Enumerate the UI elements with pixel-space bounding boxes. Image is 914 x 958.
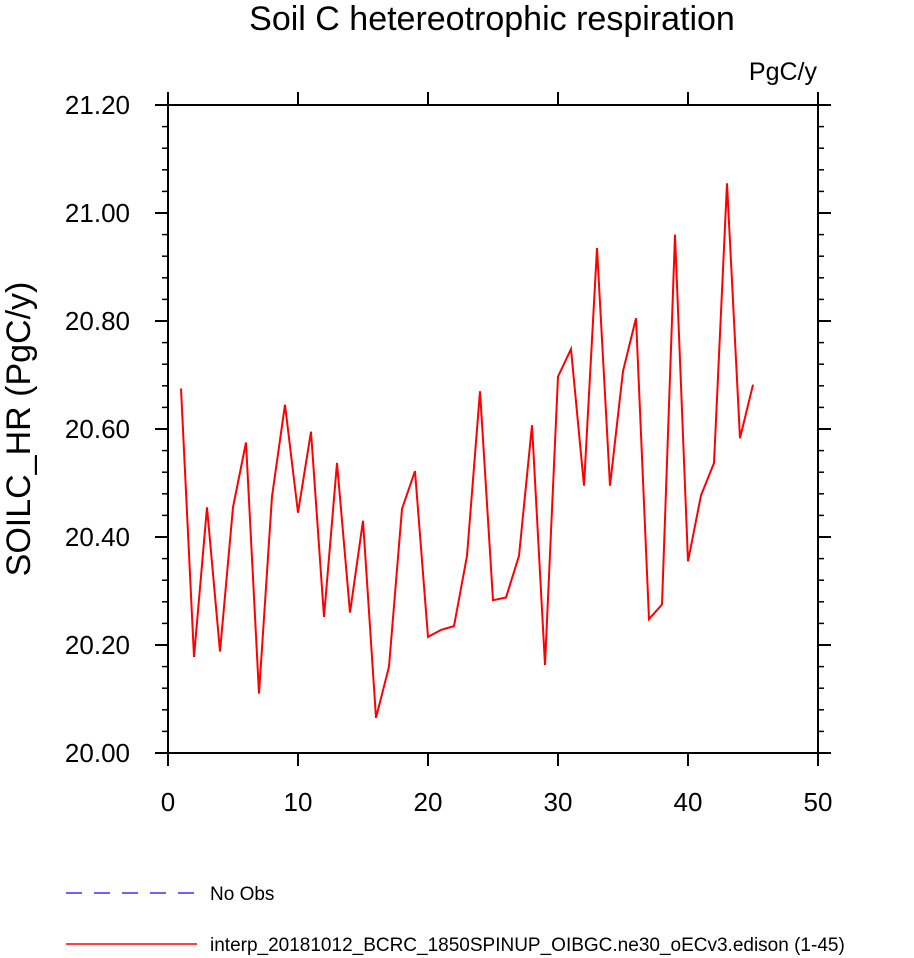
legend: No Obs interp_20181012_BCRC_1850SPINUP_OI…: [66, 884, 845, 956]
legend-entry-label: No Obs: [210, 884, 274, 905]
x-tick-label: 0: [161, 787, 175, 817]
y-axis-label: SOILC_HR (PgC/y): [0, 282, 38, 577]
axis-ticks: [155, 92, 831, 766]
y-tick-label: 21.20: [65, 90, 130, 120]
y-tick-label: 20.40: [65, 522, 130, 552]
y-tick-label: 21.00: [65, 198, 130, 228]
data-series: [180, 183, 754, 719]
x-tick-label: 10: [284, 787, 313, 817]
y-tick-label: 20.80: [65, 306, 130, 336]
y-tick-label: 20.60: [65, 414, 130, 444]
x-tick-label: 50: [804, 787, 833, 817]
plot-frame: [167, 104, 819, 754]
series-line: [180, 183, 754, 719]
x-tick-label: 40: [674, 787, 703, 817]
chart-title: Soil C hetereotrophic respiration: [249, 0, 735, 38]
units-label: PgC/y: [749, 58, 818, 86]
x-tick-label: 20: [414, 787, 443, 817]
x-tick-label: 30: [544, 787, 573, 817]
axis-tick-labels: 0 10 20 30 40 50 20.00 20.20 20.40 20.60 20.80 21.0…: [65, 90, 833, 817]
y-tick-label: 20.20: [65, 630, 130, 660]
y-tick-label: 20.00: [65, 738, 130, 768]
legend-entry-label: interp_20181012_BCRC_1850SPINUP_OIBGC.ne…: [210, 935, 845, 956]
